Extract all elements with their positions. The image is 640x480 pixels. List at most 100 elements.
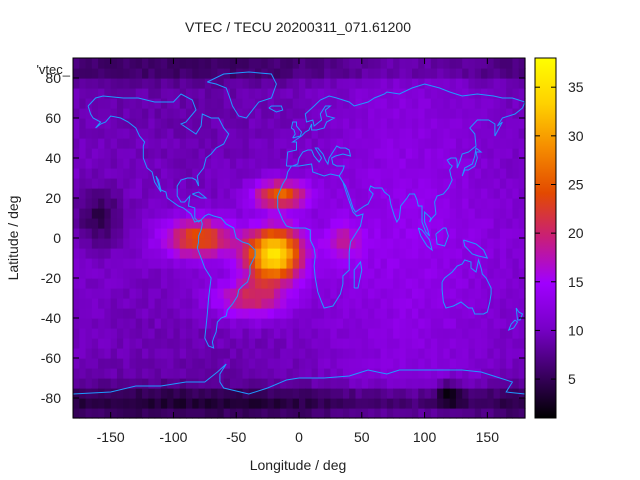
heatmap-cell: [330, 78, 338, 89]
heatmap-cell: [273, 58, 281, 69]
coastline-south-america: [196, 213, 256, 349]
heatmap-cell: [91, 88, 99, 99]
heatmap-cell: [305, 268, 313, 279]
heatmap-cell: [223, 78, 231, 89]
heatmap-cell: [487, 298, 495, 309]
heatmap-cell: [299, 338, 306, 349]
heatmap-cell: [380, 388, 388, 399]
heatmap-cell: [418, 318, 426, 329]
heatmap-cell: [73, 68, 80, 79]
heatmap-cell: [506, 238, 514, 249]
heatmap-cell: [380, 378, 388, 389]
heatmap-cell: [437, 168, 444, 179]
heatmap-cell: [361, 148, 369, 159]
heatmap-cell: [481, 178, 488, 189]
heatmap-cell: [324, 78, 331, 89]
heatmap-cell: [236, 88, 244, 99]
heatmap-cell: [506, 368, 514, 379]
heatmap-cell: [399, 188, 407, 199]
heatmap-cell: [173, 268, 181, 279]
heatmap-cell: [217, 348, 225, 359]
heatmap-cell: [399, 98, 407, 109]
heatmap-cell: [79, 378, 87, 389]
heatmap-cell: [449, 258, 457, 269]
heatmap-cell: [424, 348, 432, 359]
heatmap-cell: [211, 308, 218, 319]
heatmap-cell: [116, 168, 124, 179]
heatmap-cell: [179, 278, 187, 289]
heatmap-cell: [355, 118, 363, 129]
heatmap-cell: [154, 108, 162, 119]
heatmap-cell: [449, 208, 457, 219]
heatmap-cell: [148, 228, 156, 239]
heatmap-cell: [455, 388, 463, 399]
heatmap-cell: [142, 68, 149, 79]
heatmap-cell: [299, 88, 306, 99]
heatmap-cell: [349, 198, 357, 209]
heatmap-cell: [154, 238, 162, 249]
heatmap-cell: [211, 68, 218, 79]
heatmap-cell: [123, 58, 131, 69]
heatmap-cell: [229, 148, 237, 159]
heatmap-cell: [512, 208, 520, 219]
heatmap-cell: [324, 358, 331, 369]
heatmap-cell: [412, 368, 419, 379]
heatmap-cell: [173, 368, 181, 379]
heatmap-cell: [280, 78, 288, 89]
heatmap-cell: [236, 398, 244, 409]
heatmap-cell: [437, 388, 444, 399]
heatmap-cell: [412, 348, 419, 359]
heatmap-cell: [248, 338, 256, 349]
heatmap-cell: [449, 118, 457, 129]
heatmap-cell: [412, 188, 419, 199]
heatmap-cell: [148, 388, 156, 399]
heatmap-cell: [330, 238, 338, 249]
heatmap-cell: [455, 108, 463, 119]
heatmap-cell: [342, 138, 350, 149]
heatmap-cell: [104, 218, 112, 229]
heatmap-cell: [462, 298, 470, 309]
heatmap-cell: [317, 58, 325, 69]
heatmap-cell: [455, 118, 463, 129]
heatmap-cell: [154, 378, 162, 389]
heatmap-cell: [487, 118, 495, 129]
heatmap-cell: [418, 298, 426, 309]
heatmap-cell: [91, 138, 99, 149]
heatmap-cell: [73, 388, 80, 399]
heatmap-cell: [474, 358, 482, 369]
heatmap-cell: [267, 388, 275, 399]
heatmap-cell: [148, 148, 156, 159]
heatmap-cell: [474, 238, 482, 249]
heatmap-cell: [248, 158, 256, 169]
heatmap-cell: [386, 378, 394, 389]
heatmap-cell: [349, 138, 357, 149]
heatmap-cell: [512, 278, 520, 289]
heatmap-cell: [324, 338, 331, 349]
heatmap-cell: [512, 188, 520, 199]
heatmap-cell: [449, 148, 457, 159]
heatmap-cell: [110, 338, 118, 349]
heatmap-cell: [85, 328, 93, 339]
heatmap-cell: [336, 238, 344, 249]
heatmap-cell: [167, 158, 175, 169]
heatmap-cell: [261, 288, 269, 299]
heatmap-cell: [116, 308, 124, 319]
heatmap-cell: [311, 298, 319, 309]
heatmap-cell: [198, 238, 206, 249]
heatmap-cell: [311, 378, 319, 389]
heatmap-cell: [104, 248, 112, 259]
heatmap-cell: [299, 398, 306, 409]
heatmap-cell: [330, 188, 338, 199]
heatmap-cell: [437, 208, 444, 219]
heatmap-cell: [418, 248, 426, 259]
heatmap-cell: [286, 308, 294, 319]
heatmap-cell: [148, 298, 156, 309]
heatmap-cell: [192, 308, 200, 319]
heatmap-cell: [198, 318, 206, 329]
heatmap-cell: [430, 398, 438, 409]
heatmap-cell: [148, 308, 156, 319]
heatmap-cell: [211, 128, 218, 139]
heatmap-cell: [129, 118, 137, 129]
heatmap-cell: [374, 278, 382, 289]
heatmap-cell: [506, 398, 514, 409]
